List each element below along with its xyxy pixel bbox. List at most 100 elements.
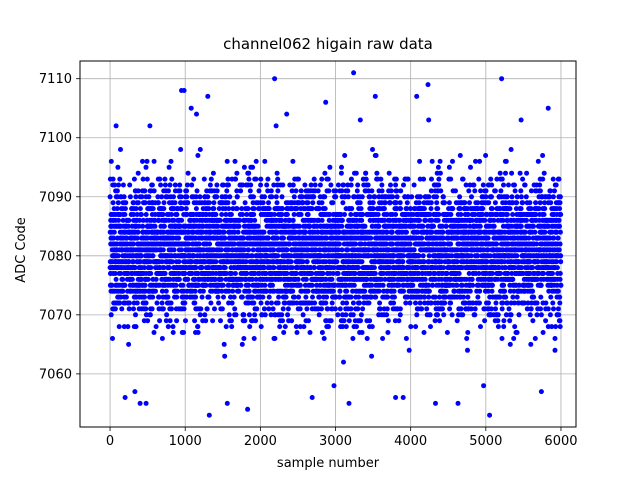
data-point bbox=[144, 176, 150, 182]
data-point bbox=[246, 312, 252, 318]
data-point bbox=[391, 300, 397, 306]
data-point bbox=[250, 294, 256, 300]
data-point bbox=[363, 170, 369, 176]
data-point bbox=[185, 276, 191, 282]
data-point bbox=[214, 182, 220, 188]
data-point bbox=[210, 170, 216, 176]
data-point bbox=[354, 188, 360, 194]
data-point bbox=[284, 212, 290, 217]
data-point bbox=[146, 194, 152, 200]
data-point bbox=[126, 306, 132, 312]
data-point bbox=[275, 300, 281, 306]
data-point bbox=[419, 235, 425, 241]
data-point bbox=[230, 288, 236, 294]
data-point bbox=[348, 294, 354, 300]
data-point bbox=[387, 200, 393, 206]
data-point bbox=[414, 312, 420, 318]
data-point bbox=[241, 336, 247, 341]
data-point bbox=[145, 318, 151, 324]
data-point bbox=[355, 182, 361, 188]
data-point bbox=[348, 182, 354, 188]
data-point bbox=[350, 300, 356, 306]
data-point bbox=[185, 200, 191, 206]
data-point bbox=[169, 212, 174, 217]
data-point bbox=[376, 223, 382, 229]
data-point bbox=[388, 188, 394, 194]
data-point bbox=[148, 265, 154, 271]
data-point bbox=[385, 318, 391, 324]
data-point bbox=[345, 247, 351, 253]
data-point bbox=[324, 294, 330, 300]
data-point bbox=[247, 324, 253, 330]
data-point bbox=[269, 300, 274, 306]
data-point bbox=[265, 176, 271, 182]
data-point bbox=[358, 318, 363, 324]
data-point bbox=[450, 158, 455, 164]
data-point bbox=[143, 312, 149, 318]
data-point bbox=[253, 176, 259, 182]
data-point bbox=[143, 212, 149, 217]
data-point bbox=[124, 235, 130, 241]
data-point bbox=[143, 306, 149, 312]
data-point bbox=[174, 212, 180, 217]
data-point bbox=[279, 312, 285, 318]
data-point bbox=[193, 265, 199, 271]
data-point bbox=[394, 194, 400, 200]
data-point bbox=[328, 182, 334, 188]
data-point bbox=[420, 223, 426, 229]
data-point bbox=[266, 294, 272, 300]
data-point bbox=[258, 182, 264, 188]
data-point bbox=[262, 158, 268, 164]
data-point bbox=[373, 294, 379, 300]
data-point bbox=[253, 276, 259, 282]
data-point bbox=[357, 200, 363, 206]
data-point bbox=[220, 282, 226, 288]
data-point bbox=[264, 182, 270, 188]
data-point bbox=[303, 294, 309, 300]
data-point bbox=[166, 188, 171, 194]
data-point bbox=[241, 312, 247, 318]
data-point bbox=[181, 288, 187, 294]
data-point bbox=[300, 312, 306, 318]
data-point bbox=[212, 276, 218, 282]
data-point bbox=[436, 212, 442, 217]
data-point bbox=[471, 182, 477, 188]
data-point bbox=[126, 300, 132, 306]
data-point bbox=[426, 288, 432, 294]
data-point bbox=[126, 217, 132, 223]
data-point bbox=[470, 282, 476, 288]
data-point bbox=[325, 176, 331, 182]
data-point bbox=[328, 318, 334, 324]
data-point bbox=[448, 212, 454, 217]
data-point bbox=[322, 170, 328, 176]
data-point bbox=[215, 294, 221, 300]
data-point bbox=[235, 229, 241, 235]
data-point bbox=[131, 212, 137, 217]
data-point bbox=[295, 276, 301, 282]
data-point bbox=[369, 353, 375, 359]
data-point bbox=[198, 306, 204, 312]
data-point bbox=[251, 206, 257, 212]
data-point bbox=[166, 265, 172, 271]
data-point bbox=[164, 312, 170, 318]
data-point bbox=[180, 282, 186, 288]
data-point bbox=[348, 306, 354, 312]
data-point bbox=[223, 194, 229, 200]
data-point bbox=[251, 336, 257, 341]
data-point bbox=[219, 288, 225, 294]
data-point bbox=[311, 176, 317, 182]
data-point bbox=[115, 200, 121, 206]
data-point bbox=[385, 294, 391, 300]
data-point bbox=[264, 300, 270, 306]
data-point bbox=[112, 182, 118, 188]
data-point bbox=[131, 306, 136, 312]
data-point bbox=[142, 294, 147, 300]
data-point bbox=[114, 188, 120, 194]
data-point bbox=[436, 182, 442, 188]
data-point bbox=[277, 324, 283, 330]
data-point bbox=[214, 194, 220, 200]
data-point bbox=[411, 247, 417, 253]
data-point bbox=[393, 176, 399, 182]
data-point bbox=[206, 294, 212, 300]
data-point bbox=[218, 318, 223, 324]
